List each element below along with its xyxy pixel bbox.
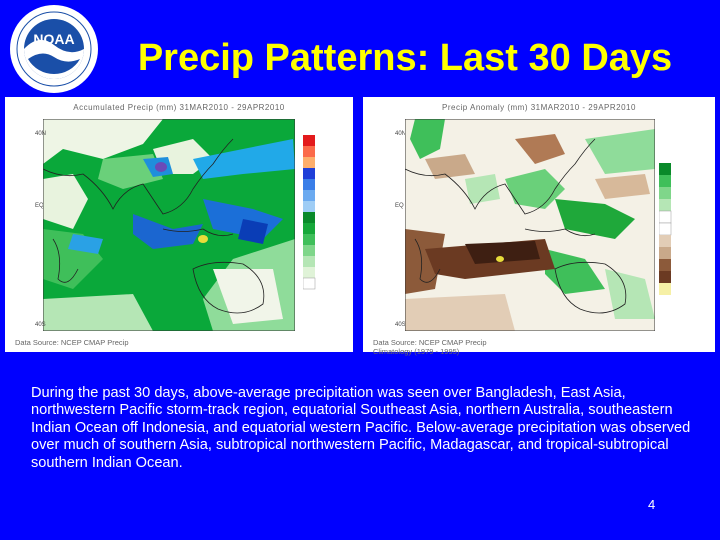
slide-title: Precip Patterns: Last 30 Days — [137, 37, 673, 79]
lat-label: 40S — [35, 322, 46, 328]
data-source-label: Data Source: NCEP CMAP Precip — [15, 338, 129, 347]
lat-label: 40N — [35, 131, 47, 137]
precip-total-map — [43, 119, 295, 331]
precip-colorbar — [303, 135, 316, 290]
precip-anomaly-panel: Precip Anomaly (mm) 31MAR2010 - 29APR201… — [363, 97, 715, 356]
lat-label: 40S — [395, 322, 406, 328]
data-source-label: Data Source: NCEP CMAP Precip Climatolog… — [373, 338, 487, 356]
lat-label: 40N — [395, 131, 407, 137]
precip-anomaly-map — [405, 119, 655, 331]
lat-label: EQ — [35, 203, 44, 209]
slide-caption: During the past 30 days, above-average p… — [31, 385, 691, 471]
svg-text:NOAA: NOAA — [33, 31, 74, 47]
page-number: 4 — [648, 497, 656, 512]
climatology-text: Climatology (1979 - 1995) — [373, 347, 460, 356]
data-source-text: Data Source: NCEP CMAP Precip — [373, 338, 487, 347]
precip-total-panel: Accumulated Precip (mm) 31MAR2010 - 29AP… — [5, 97, 353, 352]
panel-title: Precip Anomaly (mm) 31MAR2010 - 29APR201… — [442, 103, 636, 112]
panel-title: Accumulated Precip (mm) 31MAR2010 - 29AP… — [73, 103, 285, 112]
anomaly-colorbar — [659, 163, 672, 295]
noaa-logo-icon: NOAA — [6, 3, 102, 95]
lat-label: EQ — [395, 203, 404, 209]
